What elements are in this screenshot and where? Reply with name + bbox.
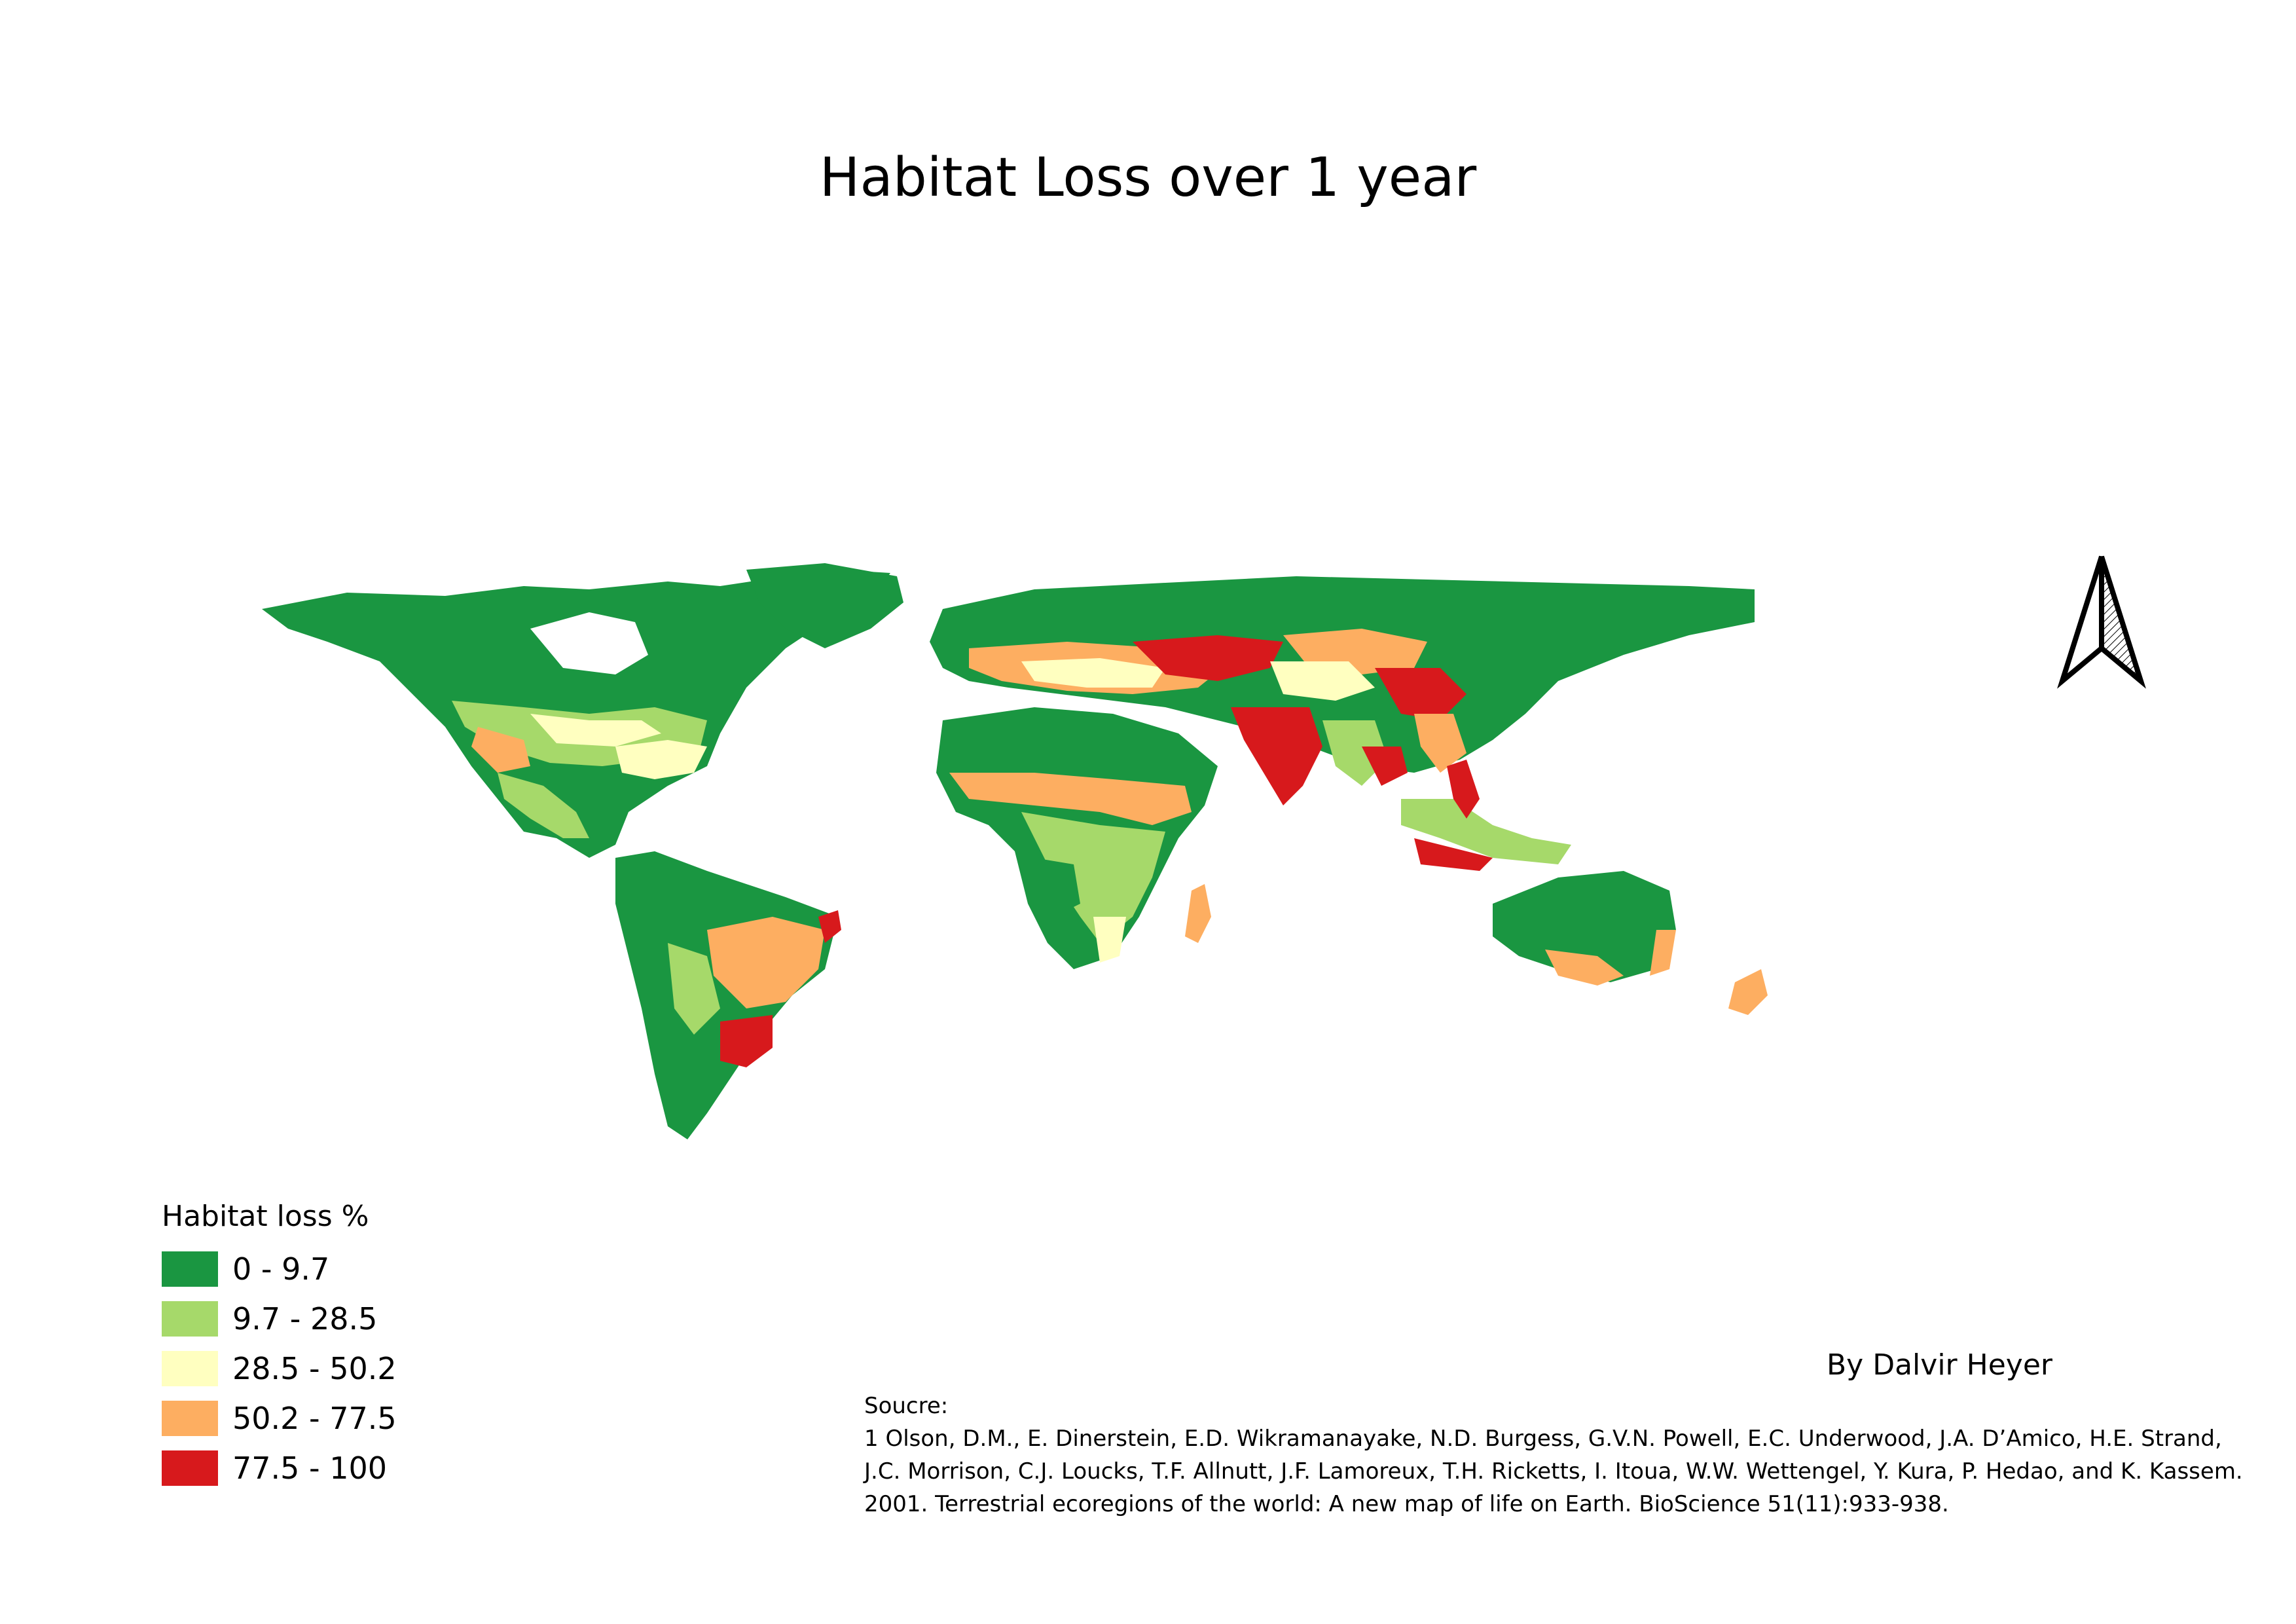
legend-swatch <box>162 1351 218 1386</box>
legend-item: 28.5 - 50.2 <box>162 1344 397 1393</box>
legend-swatch <box>162 1251 218 1287</box>
north-arrow-icon <box>2049 550 2154 694</box>
legend-item: 50.2 - 77.5 <box>162 1393 397 1443</box>
south-america <box>615 851 841 1139</box>
africa <box>936 707 1218 969</box>
source-text: 1 Olson, D.M., E. Dinerstein, E.D. Wikra… <box>864 1426 2243 1517</box>
southeast-asia <box>1401 760 1571 871</box>
author-credit: By Dalvir Heyer <box>1827 1348 2052 1382</box>
legend-swatch <box>162 1450 218 1486</box>
legend-label: 50.2 - 77.5 <box>232 1401 397 1436</box>
legend-item: 0 - 9.7 <box>162 1244 397 1294</box>
europe-asia <box>930 576 1755 805</box>
australia <box>1493 871 1768 1015</box>
legend-item: 9.7 - 28.5 <box>162 1294 397 1344</box>
legend-title: Habitat loss % <box>162 1200 369 1233</box>
legend-swatch <box>162 1301 218 1337</box>
legend-label: 9.7 - 28.5 <box>232 1301 378 1337</box>
map-title: Habitat Loss over 1 year <box>819 147 1477 209</box>
legend-label: 28.5 - 50.2 <box>232 1351 397 1386</box>
legend-swatch <box>162 1401 218 1436</box>
source-heading: Soucre: <box>864 1393 949 1419</box>
world-map <box>249 550 2016 1244</box>
greenland <box>746 563 903 648</box>
source-citation: Soucre: 1 Olson, D.M., E. Dinerstein, E.… <box>864 1390 2259 1521</box>
legend: Habitat loss % 0 - 9.7 9.7 - 28.5 28.5 -… <box>162 1197 397 1493</box>
legend-label: 0 - 9.7 <box>232 1251 330 1287</box>
legend-label: 77.5 - 100 <box>232 1450 388 1486</box>
north-america <box>262 570 890 858</box>
legend-item: 77.5 - 100 <box>162 1443 397 1493</box>
